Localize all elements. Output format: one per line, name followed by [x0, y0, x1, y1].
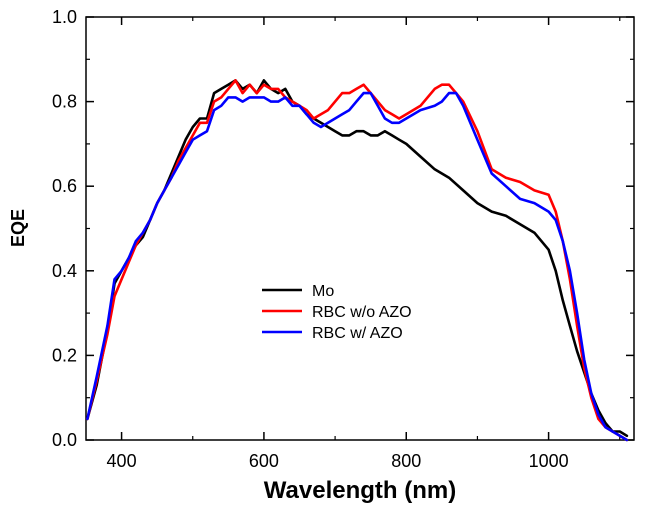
legend-label: RBC w/o AZO	[312, 304, 412, 321]
axis-ticks	[86, 16, 634, 441]
axis-tick-labels: 400 600 800 1000 0.0 0.2 0.4 0.6 0.8 1.0	[52, 7, 569, 471]
legend-label: RBC w/ AZO	[312, 325, 403, 342]
legend: Mo RBC w/o AZO RBC w/ AZO	[262, 283, 412, 342]
x-tick-label: 600	[249, 451, 279, 471]
y-tick-label: 0.6	[52, 176, 77, 196]
series-line-rbc-w-azo	[86, 91, 629, 442]
y-tick-label: 0.4	[52, 261, 77, 281]
y-tick-label: 0.8	[52, 92, 77, 112]
y-tick-label: 0.0	[52, 430, 77, 450]
x-tick-label: 400	[107, 451, 137, 471]
x-tick-label: 1000	[529, 451, 569, 471]
x-axis-title: Wavelength (nm)	[264, 477, 456, 504]
y-tick-label: 1.0	[52, 7, 77, 27]
legend-label: Mo	[312, 283, 334, 300]
series-lines	[86, 79, 629, 442]
y-tick-label: 0.2	[52, 345, 77, 365]
plot-frame	[85, 16, 635, 441]
x-tick-label: 800	[391, 451, 421, 471]
y-axis-title: EQE	[8, 209, 28, 247]
series-line-mo	[86, 79, 629, 438]
series-line-rbc-w-o-azo	[86, 79, 629, 442]
